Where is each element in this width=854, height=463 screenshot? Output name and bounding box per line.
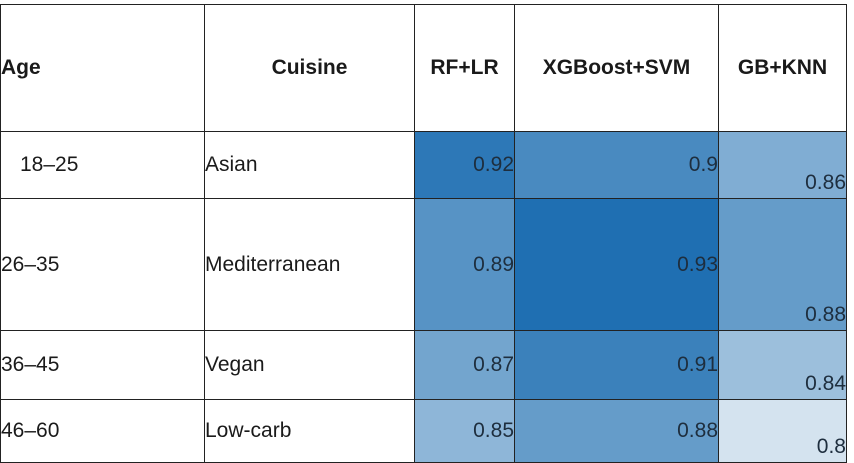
score-cell-xgboost-svm: 0.91 — [514, 330, 719, 400]
header-cuisine: Cuisine — [204, 4, 415, 132]
table-row: 18–25 Asian 0.92 0.9 0.86 — [0, 131, 847, 199]
cuisine-cell: Vegan — [204, 330, 415, 400]
header-xgboost-svm: XGBoost+SVM — [514, 4, 719, 132]
cuisine-cell: Asian — [204, 131, 415, 199]
cuisine-cell: Mediterranean — [204, 198, 415, 331]
score-cell-rf-lr: 0.87 — [414, 330, 515, 400]
table-row: 26–35 Mediterranean 0.89 0.93 0.88 — [0, 198, 847, 331]
header-age: Age — [0, 4, 205, 132]
cuisine-cell: Low-carb — [204, 399, 415, 463]
score-cell-gb-knn: 0.8 — [718, 399, 847, 463]
age-cell: 36–45 — [0, 330, 205, 400]
score-cell-xgboost-svm: 0.9 — [514, 131, 719, 199]
score-cell-rf-lr: 0.89 — [414, 198, 515, 331]
table-row: 46–60 Low-carb 0.85 0.88 0.8 — [0, 399, 847, 463]
score-cell-xgboost-svm: 0.93 — [514, 198, 719, 331]
score-cell-rf-lr: 0.85 — [414, 399, 515, 463]
age-cell: 26–35 — [0, 198, 205, 331]
header-rf-lr: RF+LR — [414, 4, 515, 132]
score-cell-gb-knn: 0.84 — [718, 330, 847, 400]
age-cell: 46–60 — [0, 399, 205, 463]
score-cell-xgboost-svm: 0.88 — [514, 399, 719, 463]
table-row: 36–45 Vegan 0.87 0.91 0.84 — [0, 330, 847, 400]
score-cell-rf-lr: 0.92 — [414, 131, 515, 199]
score-cell-gb-knn: 0.86 — [718, 131, 847, 199]
header-gb-knn: GB+KNN — [718, 4, 847, 132]
score-cell-gb-knn: 0.88 — [718, 198, 847, 331]
header-row: Age Cuisine RF+LR XGBoost+SVM GB+KNN — [0, 4, 847, 132]
results-table: Age Cuisine RF+LR XGBoost+SVM GB+KNN 18–… — [0, 4, 847, 463]
age-cell: 18–25 — [0, 131, 205, 199]
